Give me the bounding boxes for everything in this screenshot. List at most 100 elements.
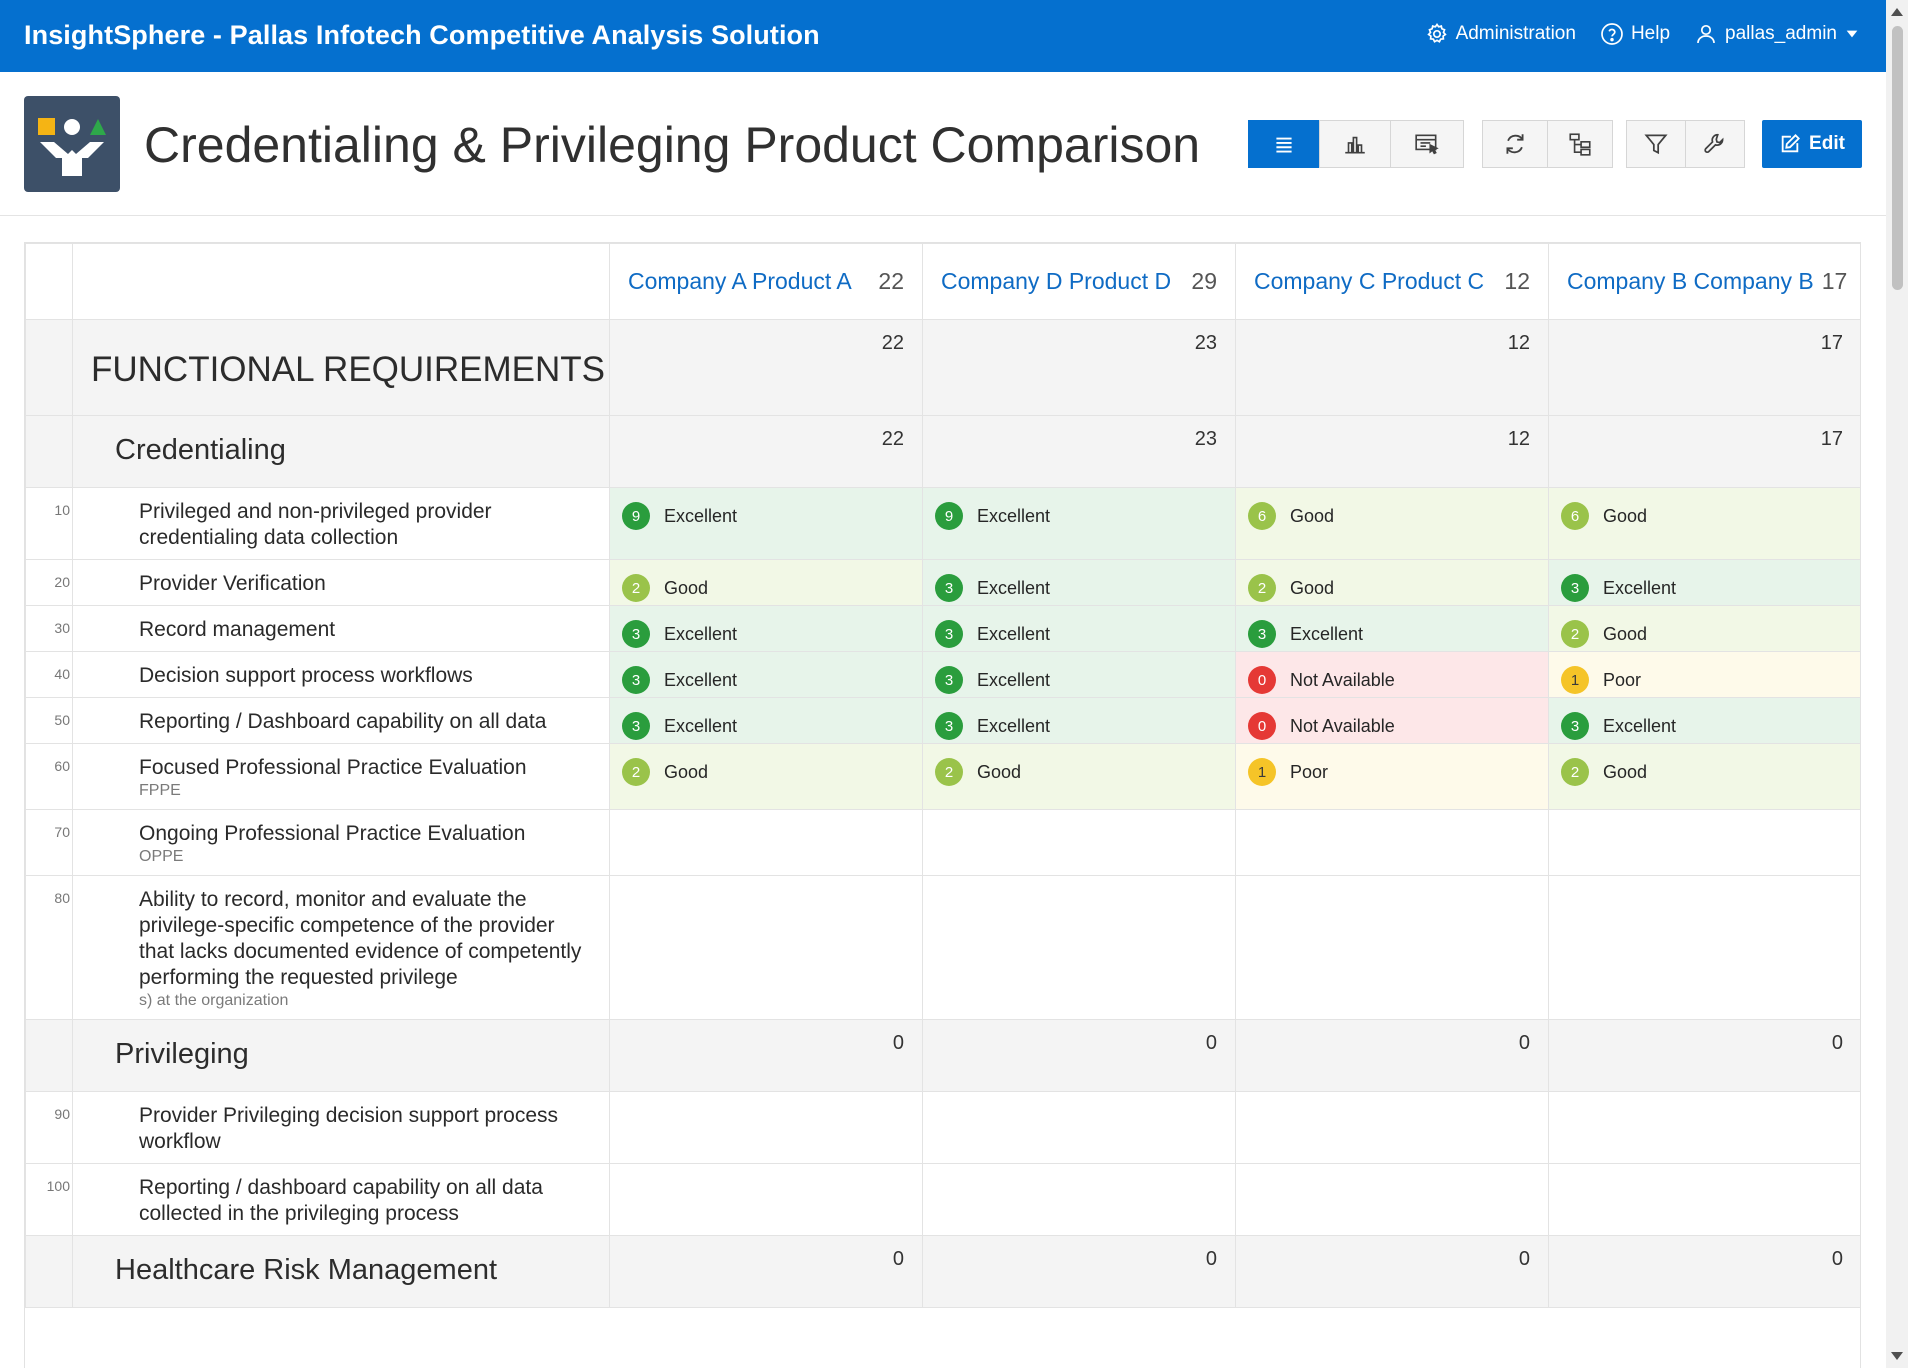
score-badge: 3	[935, 666, 963, 694]
rating-cell[interactable]	[1235, 875, 1549, 1020]
rating-label: Not Available	[1290, 715, 1395, 736]
rating-cell[interactable]	[609, 1091, 923, 1164]
scroll-up-arrow-icon[interactable]	[1891, 8, 1903, 16]
requirement-label-cell: Decision support process workflows	[72, 651, 610, 698]
requirement-label[interactable]: Reporting / Dashboard capability on all …	[139, 710, 547, 733]
requirement-label-cell: Reporting / dashboard capability on all …	[72, 1163, 610, 1236]
rating-cell[interactable]	[922, 809, 1236, 876]
user-menu[interactable]: pallas_admin	[1694, 22, 1860, 46]
help-link[interactable]: Help	[1600, 22, 1670, 46]
requirement-label[interactable]: Provider Privileging decision support pr…	[139, 1104, 559, 1153]
rating-cell[interactable]	[609, 1163, 923, 1236]
rating-cell[interactable]	[922, 1163, 1236, 1236]
group-total: 22	[609, 319, 923, 416]
actions-button[interactable]	[1685, 120, 1745, 168]
rating-cell[interactable]: 6 Good	[1548, 487, 1860, 560]
rating-cell[interactable]	[609, 875, 923, 1020]
rating-cell[interactable]	[922, 875, 1236, 1020]
rating-cell[interactable]: 3 Excellent	[922, 605, 1236, 652]
caret-down-icon	[1846, 30, 1858, 38]
rating-cell[interactable]	[1235, 1091, 1549, 1164]
rating-cell[interactable]	[1235, 1163, 1549, 1236]
requirement-label-cell: Ongoing Professional Practice Evaluation…	[72, 809, 610, 876]
administration-link[interactable]: Administration	[1425, 22, 1576, 46]
rating-cell[interactable]: 3 Excellent	[609, 697, 923, 744]
rating-cell[interactable]: 1 Poor	[1548, 651, 1860, 698]
rating: 3 Excellent	[1561, 712, 1849, 740]
rating-cell[interactable]	[1548, 809, 1860, 876]
chart-view-button[interactable]	[1319, 120, 1391, 168]
rating-cell[interactable]: 3 Excellent	[1235, 605, 1549, 652]
rating: 3 Excellent	[935, 666, 1223, 694]
requirement-label[interactable]: Decision support process workflows	[139, 664, 473, 687]
list-view-button[interactable]	[1248, 120, 1320, 168]
rating-cell[interactable]: 9 Excellent	[609, 487, 923, 560]
product-link[interactable]: Company D Product D	[941, 268, 1172, 294]
rating: 0 Not Available	[1248, 712, 1536, 740]
rating-cell[interactable]: 0 Not Available	[1235, 697, 1549, 744]
row-number: 60	[25, 743, 73, 810]
group-row-functional-requirements: FUNCTIONAL REQUIREMENTS 22 23 12 17	[25, 319, 1860, 416]
rating-cell[interactable]: 3 Excellent	[609, 651, 923, 698]
rating-cell[interactable]: 3 Excellent	[922, 651, 1236, 698]
rating-label: Good	[1290, 577, 1335, 598]
product-link[interactable]: Company C Product C	[1254, 268, 1485, 294]
rating-cell[interactable]: 2 Good	[1235, 559, 1549, 606]
rating-cell[interactable]: 3 Excellent	[1548, 559, 1860, 606]
edit-button[interactable]: Edit	[1762, 120, 1862, 168]
rating-cell[interactable]	[1235, 809, 1549, 876]
rating-cell[interactable]	[1548, 875, 1860, 1020]
rating-cell[interactable]: 2 Good	[1548, 743, 1860, 810]
scroll-thumb[interactable]	[1892, 26, 1903, 290]
requirement-row: 100 Reporting / dashboard capability on a…	[25, 1163, 1860, 1236]
rating-cell[interactable]	[1548, 1163, 1860, 1236]
requirement-label[interactable]: Ability to record, monitor and evaluate …	[139, 888, 582, 989]
app-title[interactable]: InsightSphere - Pallas Infotech Competit…	[24, 20, 820, 50]
requirement-label[interactable]: Record management	[139, 618, 336, 641]
rating-cell[interactable]: 3 Excellent	[609, 605, 923, 652]
group-label: Privileging	[72, 1019, 610, 1092]
group-total: 12	[1235, 319, 1549, 416]
wrench-icon	[1704, 133, 1724, 153]
rating-cell[interactable]: 6 Good	[1235, 487, 1549, 560]
rating: 6 Good	[1561, 502, 1849, 530]
page-scrollbar[interactable]	[1886, 0, 1908, 1368]
product-link[interactable]: Company B Company B	[1567, 268, 1814, 294]
report-view-button[interactable]	[1390, 120, 1464, 168]
rating-cell[interactable]: 3 Excellent	[1548, 697, 1860, 744]
rating: 2 Good	[935, 758, 1223, 786]
requirement-label[interactable]: Reporting / dashboard capability on all …	[139, 1176, 543, 1225]
scroll-down-arrow-icon[interactable]	[1891, 1352, 1903, 1360]
rating-cell[interactable]	[922, 1091, 1236, 1164]
filter-button[interactable]	[1626, 120, 1686, 168]
group-total: 17	[1548, 319, 1860, 416]
requirement-label[interactable]: Privileged and non-privileged provider c…	[139, 500, 492, 549]
score-badge: 0	[1248, 712, 1276, 740]
rating-cell[interactable]: 2 Good	[609, 743, 923, 810]
rating-cell[interactable]: 2 Good	[1548, 605, 1860, 652]
rating-label: Excellent	[664, 505, 738, 526]
rating-cell[interactable]	[609, 809, 923, 876]
rating-label: Good	[664, 577, 709, 598]
rating-cell[interactable]: 3 Excellent	[922, 697, 1236, 744]
requirement-row: 60 Focused Professional Practice Evaluati…	[25, 743, 1860, 810]
rating: 3 Excellent	[1561, 574, 1849, 602]
rating-cell[interactable]: 2 Good	[609, 559, 923, 606]
rating-cell[interactable]: 1 Poor	[1235, 743, 1549, 810]
row-number: 90	[25, 1091, 73, 1164]
rating-cell[interactable]: 2 Good	[922, 743, 1236, 810]
user-name: pallas_admin	[1725, 23, 1837, 44]
rating-cell[interactable]: 9 Excellent	[922, 487, 1236, 560]
rating-cell[interactable]	[1548, 1091, 1860, 1164]
rating: 9 Excellent	[935, 502, 1223, 530]
requirement-label[interactable]: Provider Verification	[139, 572, 326, 595]
rating-cell[interactable]: 0 Not Available	[1235, 651, 1549, 698]
product-link[interactable]: Company A Product A	[628, 268, 852, 294]
hierarchy-button[interactable]	[1547, 120, 1613, 168]
rating-cell[interactable]: 3 Excellent	[922, 559, 1236, 606]
requirement-label[interactable]: Ongoing Professional Practice Evaluation	[139, 822, 526, 845]
row-number: 20	[25, 559, 73, 606]
refresh-button[interactable]	[1482, 120, 1548, 168]
chart-view-icon	[1345, 136, 1365, 154]
requirement-label[interactable]: Focused Professional Practice Evaluation	[139, 756, 527, 779]
